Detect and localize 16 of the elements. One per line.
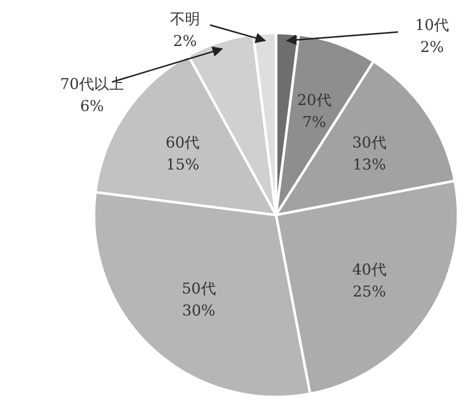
data-label: 13%: [352, 156, 386, 174]
data-label: 7%: [302, 112, 326, 131]
slice-label: 40代: [352, 260, 386, 278]
data-label: 30%: [182, 301, 216, 320]
slice-label: 不明: [170, 10, 200, 28]
slice-label: 50代: [182, 279, 216, 298]
slice-label: 10代: [414, 16, 450, 34]
slice-label: 60代: [166, 134, 200, 152]
data-label: 2%: [173, 32, 197, 50]
data-label: 25%: [352, 282, 386, 300]
slice-label: 70代以上: [60, 75, 124, 93]
slice-label: 20代: [297, 90, 332, 109]
data-label: 6%: [80, 97, 104, 115]
data-label: 2%: [420, 38, 444, 56]
slice-label: 30代: [352, 134, 386, 152]
data-label: 15%: [166, 156, 200, 174]
